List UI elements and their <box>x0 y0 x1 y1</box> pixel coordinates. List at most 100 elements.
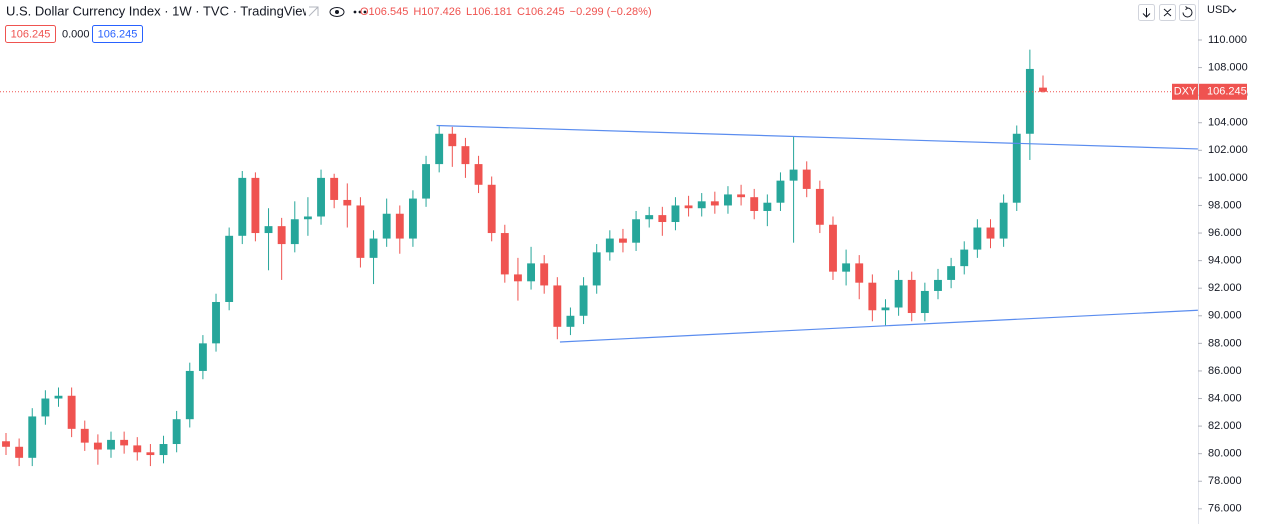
y-tick-label: 110.000 <box>1208 34 1247 46</box>
eye-icon-pupil <box>335 10 339 14</box>
y-tick-label: 108.000 <box>1208 61 1248 73</box>
candle-body <box>67 395 76 429</box>
candle-body <box>527 263 536 282</box>
ohlc-value: L106.181 <box>466 6 512 18</box>
y-tick-label: 86.000 <box>1208 365 1242 377</box>
more-dot[interactable] <box>353 10 357 14</box>
legend-row: 106.245 0.000 106.245 <box>5 25 143 43</box>
legend-badge <box>5 25 56 43</box>
candle-body <box>737 194 746 198</box>
trendline <box>559 309 1198 343</box>
candle-body <box>513 274 522 282</box>
candle-body <box>960 249 969 267</box>
header-icons <box>306 5 367 19</box>
candle-body <box>93 442 102 450</box>
y-tick-label: 92.000 <box>1208 282 1242 294</box>
candle-body <box>41 398 50 417</box>
candle-body <box>842 263 851 272</box>
candle-body <box>750 197 759 211</box>
candle-body <box>947 266 956 280</box>
candle-body <box>369 238 378 258</box>
eye-icon[interactable] <box>329 7 345 17</box>
currency-label[interactable]: USD <box>1207 4 1230 16</box>
y-tick-label: 96.000 <box>1208 227 1242 239</box>
candle-body <box>671 205 680 223</box>
candle-body <box>54 395 63 399</box>
candle-body <box>566 315 575 327</box>
candle-body <box>15 446 24 458</box>
candle-body <box>251 177 260 234</box>
y-tick-label: 78.000 <box>1208 475 1242 487</box>
candle-body <box>855 263 864 283</box>
candle-body <box>133 445 142 453</box>
candle-body <box>303 216 312 220</box>
candle-body <box>776 180 785 203</box>
ohlc-value: H107.426 <box>413 6 461 18</box>
candle-body <box>435 133 444 165</box>
y-tick-label: 84.000 <box>1208 392 1242 404</box>
chart-title: U.S. Dollar Currency Index · 1W · TVC · … <box>6 3 312 18</box>
candle-body <box>290 219 299 245</box>
y-tick-label: 100.000 <box>1208 172 1248 184</box>
ohlc-value: C106.245 <box>517 6 565 18</box>
price-axis: 76.000 78.000 80.000 82.000 84.000 86.000 88.0… <box>1172 34 1248 515</box>
candle-body <box>474 164 483 185</box>
legend-value: 106.245 <box>11 28 51 40</box>
candle-body <box>934 279 942 291</box>
candle-body <box>789 169 798 181</box>
candle-body <box>487 184 496 234</box>
candle-body <box>146 452 155 456</box>
reset-button[interactable] <box>1179 4 1196 21</box>
candle-body <box>277 226 286 245</box>
y-tick-label: 104.000 <box>1208 117 1248 129</box>
legend-value: 106.245 <box>98 28 138 40</box>
candle-body <box>553 285 562 327</box>
symbol-label: DXY <box>1174 86 1197 98</box>
candle-body <box>540 263 549 286</box>
toolbar: USD <box>1138 4 1237 21</box>
scale-glyph <box>1163 8 1172 17</box>
candle-body <box>1012 133 1021 203</box>
candle-body <box>198 343 207 371</box>
candle-body <box>225 235 234 302</box>
candle-body <box>724 194 732 206</box>
candle-body <box>645 215 654 220</box>
scroll-glyph <box>1142 8 1151 18</box>
ohlc-value: O106.545 <box>360 6 408 18</box>
symbol-badge <box>1172 83 1198 100</box>
candle-body <box>973 227 982 250</box>
y-tick-label: 102.000 <box>1208 144 1248 156</box>
trendline <box>436 124 1198 150</box>
ohlc-value: −0.299 (−0.28%) <box>570 6 652 18</box>
legend-value: 0.000 <box>62 28 90 40</box>
candle-body <box>408 198 417 239</box>
hide-icon-glyph <box>308 6 319 17</box>
candle-body <box>448 133 457 147</box>
candle-body <box>395 213 404 239</box>
legend-badge <box>92 25 143 43</box>
candle-body <box>28 416 37 458</box>
candle-body <box>107 439 115 450</box>
candle-body <box>684 205 693 209</box>
candle-body <box>868 282 877 311</box>
candle-body <box>763 202 772 211</box>
candle-body <box>1039 87 1047 92</box>
candle-body <box>185 370 194 420</box>
candle-body <box>907 279 916 314</box>
candle-body <box>422 164 430 199</box>
candle-body <box>697 201 706 209</box>
y-tick-label: 76.000 <box>1208 503 1242 515</box>
candle-body <box>1025 68 1034 134</box>
candle-body <box>986 227 995 239</box>
currency-caret <box>1229 8 1237 13</box>
y-tick-label: 82.000 <box>1208 420 1242 432</box>
candle-body <box>461 146 470 165</box>
candle-body <box>920 290 929 314</box>
candle-body <box>710 201 719 206</box>
candle-body <box>382 213 391 239</box>
candle-body <box>605 238 614 253</box>
candle-body <box>80 428 89 443</box>
last-price-badge <box>1199 83 1247 100</box>
